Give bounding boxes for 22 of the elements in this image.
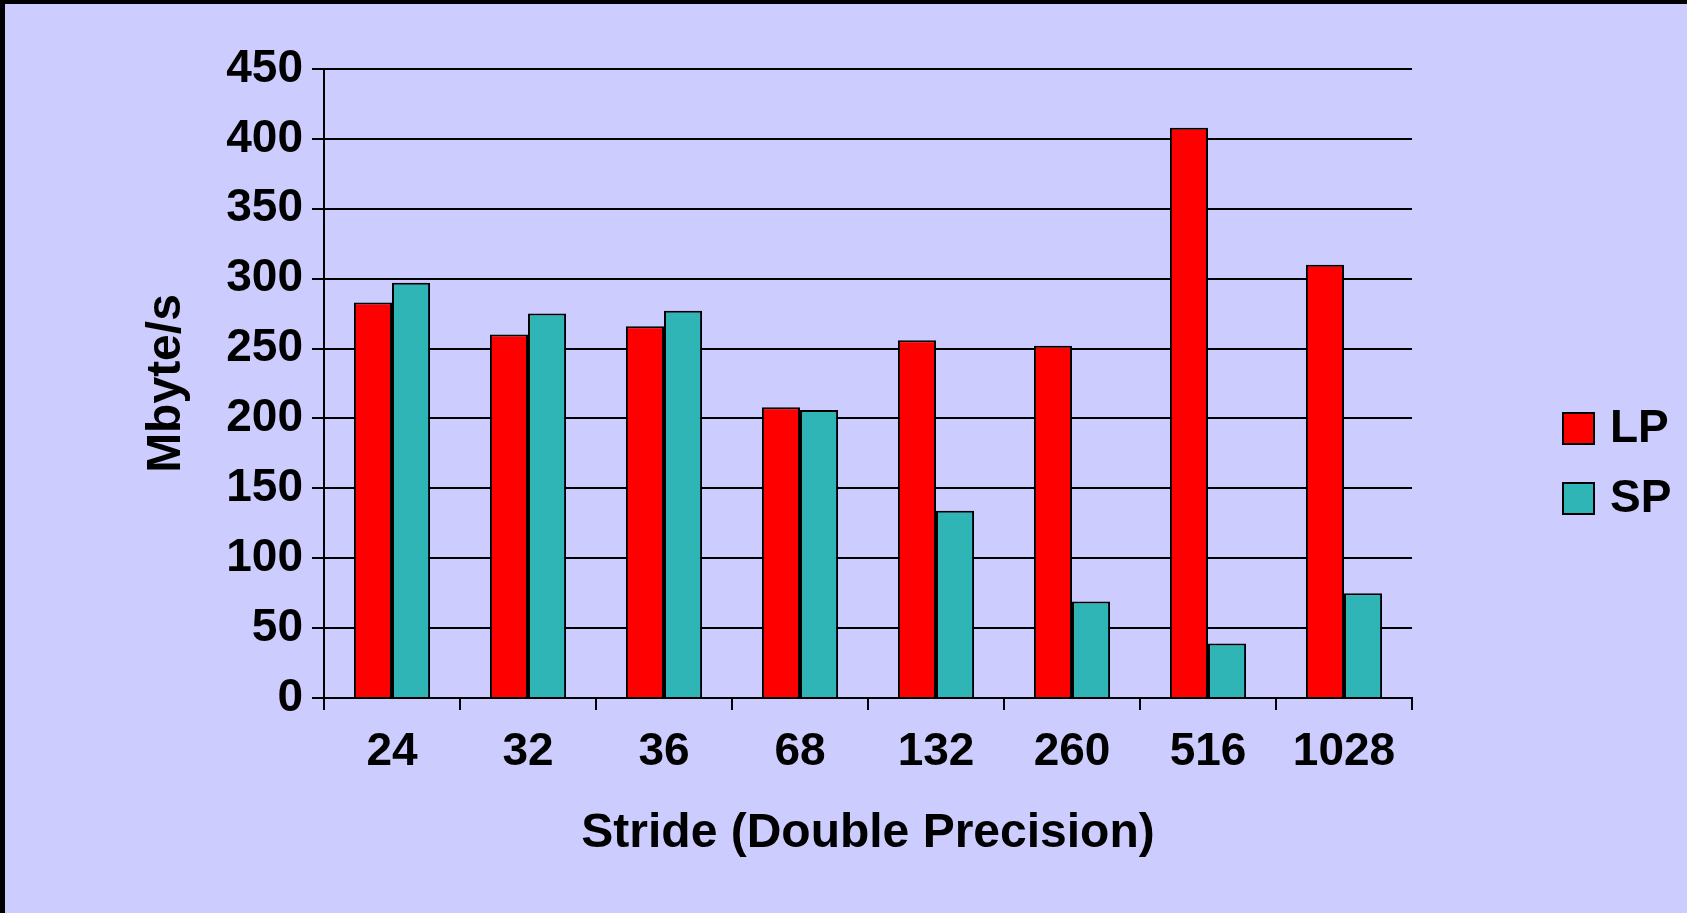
y-tick-label: 300 — [226, 249, 303, 302]
y-tick-label: 200 — [226, 389, 303, 442]
y-tick-label: 250 — [226, 319, 303, 372]
y-tick-label: 450 — [226, 39, 303, 92]
x-tick-label: 32 — [502, 723, 554, 776]
y-tick-label: 350 — [226, 179, 303, 232]
x-tick-label: 24 — [366, 723, 418, 776]
x-tick-label: 36 — [638, 723, 690, 776]
y-tick-label: 150 — [226, 459, 303, 512]
x-tick-label: 1028 — [1292, 723, 1396, 776]
y-tick-label: 50 — [251, 598, 303, 651]
x-tick-label: 260 — [1033, 723, 1111, 776]
legend-label: SP — [1610, 470, 1672, 523]
y-tick-label: 100 — [226, 528, 303, 581]
y-tick-label: 400 — [226, 109, 303, 162]
legend-label: LP — [1610, 400, 1669, 453]
x-tick-label: 516 — [1169, 723, 1247, 776]
y-tick-label: 0 — [277, 668, 303, 721]
x-tick-label: 132 — [897, 723, 975, 776]
y-axis-title: Mbyte/s — [137, 294, 191, 473]
x-tick-label: 68 — [774, 723, 826, 776]
x-axis-title: Stride (Double Precision) — [581, 804, 1155, 858]
